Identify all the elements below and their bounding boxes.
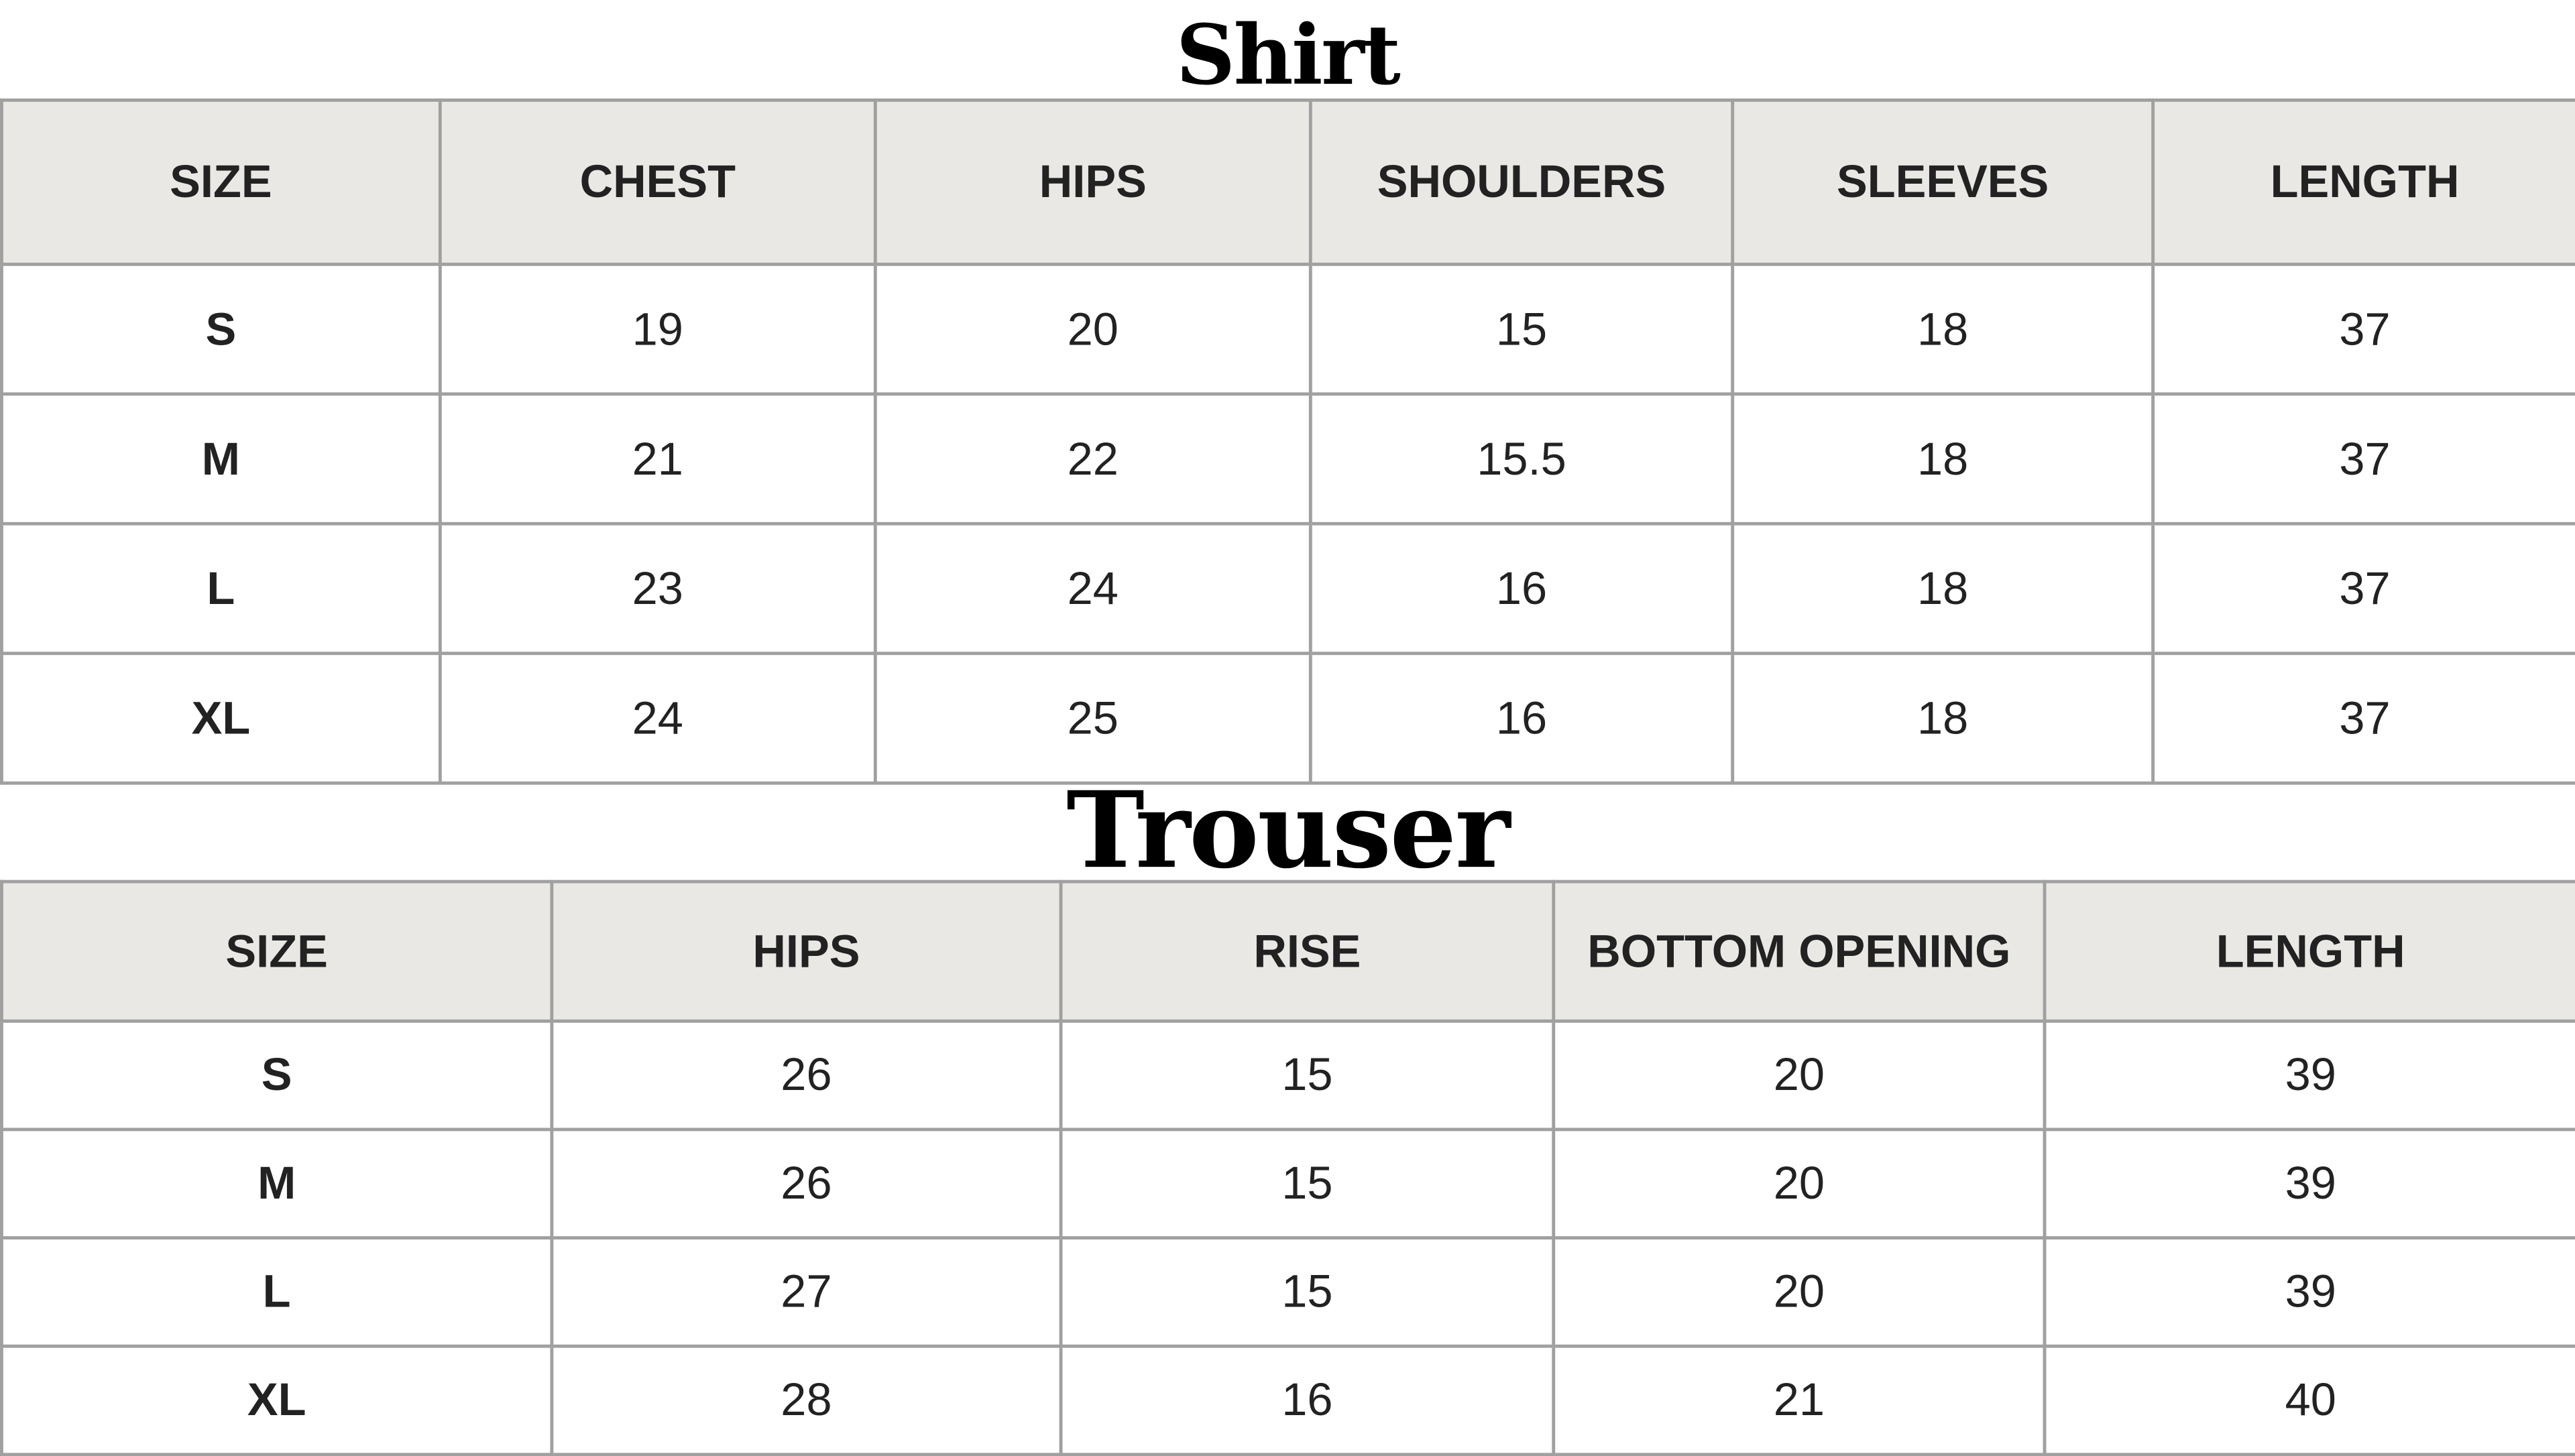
- table-row: XL 24 25 16 18 37: [0, 652, 2575, 785]
- measurement-cell: 15: [1059, 1019, 1556, 1132]
- trouser-size-table: SIZE HIPS RISE BOTTOM OPENING LENGTH S 26…: [0, 879, 2575, 1456]
- measurement-cell: 24: [873, 522, 1312, 656]
- measurement-cell: 20: [1552, 1019, 2047, 1132]
- column-header: LENGTH: [2151, 98, 2575, 266]
- column-header: BOTTOM OPENING: [1552, 879, 2047, 1023]
- shirt-size-table: SIZE CHEST HIPS SHOULDERS SLEEVES LENGTH…: [0, 98, 2575, 785]
- column-header: RISE: [1059, 879, 1556, 1023]
- measurement-cell: 37: [2151, 262, 2575, 396]
- column-header: CHEST: [438, 98, 877, 266]
- measurement-cell: 16: [1308, 522, 1735, 656]
- measurement-cell: 15: [1308, 262, 1735, 396]
- measurement-cell: 37: [2151, 652, 2575, 785]
- table-row: XL 28 16 21 40: [0, 1344, 2575, 1456]
- measurement-cell: 37: [2151, 522, 2575, 656]
- measurement-cell: 15: [1059, 1128, 1556, 1239]
- measurement-cell: 22: [873, 392, 1312, 526]
- measurement-cell: 16: [1059, 1344, 1556, 1456]
- measurement-cell: 21: [1552, 1344, 2047, 1456]
- size-cell: S: [0, 262, 442, 396]
- size-cell: M: [0, 1128, 554, 1239]
- measurement-cell: 23: [438, 522, 877, 656]
- measurement-cell: 39: [2043, 1236, 2575, 1348]
- table-row: M 26 15 20 39: [0, 1128, 2575, 1239]
- measurement-cell: 21: [438, 392, 877, 526]
- size-cell: L: [0, 522, 442, 656]
- measurement-cell: 16: [1308, 652, 1735, 785]
- measurement-cell: 15: [1059, 1236, 1556, 1348]
- measurement-cell: 25: [873, 652, 1312, 785]
- table-header-row: SIZE HIPS RISE BOTTOM OPENING LENGTH: [0, 879, 2575, 1023]
- shirt-title: Shirt: [1176, 6, 1401, 104]
- size-cell: L: [0, 1236, 554, 1348]
- measurement-cell: 18: [1731, 652, 2155, 785]
- measurement-cell: 18: [1731, 262, 2155, 396]
- column-header: HIPS: [873, 98, 1312, 266]
- measurement-cell: 40: [2043, 1344, 2575, 1456]
- measurement-cell: 28: [550, 1344, 1063, 1456]
- size-cell: S: [0, 1019, 554, 1132]
- column-header: SIZE: [0, 879, 554, 1023]
- table-row: S 26 15 20 39: [0, 1019, 2575, 1132]
- measurement-cell: 26: [550, 1128, 1063, 1239]
- measurement-cell: 24: [438, 652, 877, 785]
- size-cell: XL: [0, 1344, 554, 1456]
- column-header: LENGTH: [2043, 879, 2575, 1023]
- size-cell: XL: [0, 652, 442, 785]
- column-header: HIPS: [550, 879, 1063, 1023]
- measurement-cell: 15.5: [1308, 392, 1735, 526]
- table-row: S 19 20 15 18 37: [0, 262, 2575, 396]
- table-row: M 21 22 15.5 18 37: [0, 392, 2575, 526]
- measurement-cell: 20: [1552, 1236, 2047, 1348]
- table-header-row: SIZE CHEST HIPS SHOULDERS SLEEVES LENGTH: [0, 98, 2575, 266]
- measurement-cell: 26: [550, 1019, 1063, 1132]
- column-header: SHOULDERS: [1308, 98, 1735, 266]
- measurement-cell: 19: [438, 262, 877, 396]
- measurement-cell: 37: [2151, 392, 2575, 526]
- measurement-cell: 27: [550, 1236, 1063, 1348]
- measurement-cell: 39: [2043, 1128, 2575, 1239]
- table-row: L 23 24 16 18 37: [0, 522, 2575, 656]
- measurement-cell: 39: [2043, 1019, 2575, 1132]
- trouser-title: Trouser: [1066, 770, 1510, 894]
- column-header: SLEEVES: [1731, 98, 2155, 266]
- measurement-cell: 20: [1552, 1128, 2047, 1239]
- measurement-cell: 18: [1731, 522, 2155, 656]
- size-cell: M: [0, 392, 442, 526]
- column-header: SIZE: [0, 98, 442, 266]
- table-row: L 27 15 20 39: [0, 1236, 2575, 1348]
- measurement-cell: 20: [873, 262, 1312, 396]
- measurement-cell: 18: [1731, 392, 2155, 526]
